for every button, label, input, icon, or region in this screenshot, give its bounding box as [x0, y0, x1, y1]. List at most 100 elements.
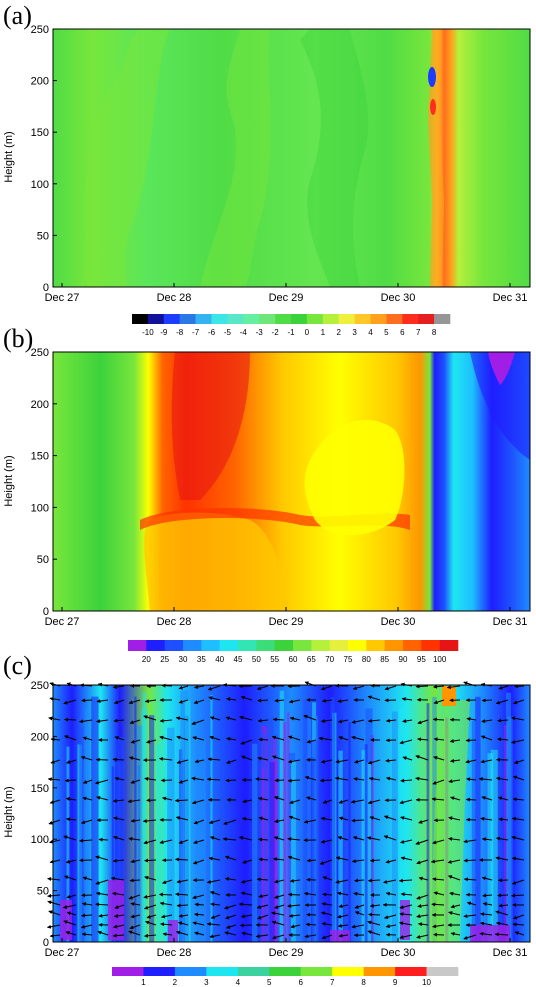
- wind-vector: [226, 736, 237, 741]
- wind-vector: [112, 891, 125, 896]
- wind-vector: [240, 879, 253, 884]
- wind-vector: [256, 877, 269, 882]
- panel-b-axes: 0 50 100 150 200 250 Dec 27 Dec 28 Dec 29 Dec 30 D…: [31, 347, 528, 628]
- wind-vector: [225, 914, 237, 920]
- wind-vector: [238, 835, 253, 841]
- panel-b-field: [53, 352, 530, 611]
- colorbar-tick-label: 7: [416, 328, 421, 337]
- wind-vector: [433, 891, 445, 896]
- wind-vector: [512, 797, 525, 802]
- wind-vector: [63, 735, 77, 741]
- wind-vector: [241, 755, 253, 761]
- panel-b-ytick-label: 100: [31, 502, 49, 514]
- panel-c-streak: [366, 762, 372, 942]
- wind-vector: [433, 684, 445, 689]
- panel-b-contour-core: [304, 420, 405, 535]
- colorbar-cell: [147, 314, 165, 324]
- wind-vector: [159, 839, 173, 844]
- wind-vector: [337, 923, 349, 928]
- wind-vector: [497, 893, 509, 898]
- wind-vector: [193, 839, 205, 844]
- wind-vector: [416, 859, 429, 865]
- colorbar-cell: [332, 967, 364, 976]
- wind-vector: [240, 695, 253, 701]
- wind-vector: [319, 859, 333, 865]
- wind-vector: [495, 836, 509, 841]
- wind-vector: [448, 911, 461, 916]
- colorbar-cell: [421, 640, 440, 651]
- panel-c-streak: [91, 696, 99, 942]
- panel-c-streak: [364, 744, 368, 942]
- colorbar-cell: [238, 640, 257, 651]
- wind-vector: [398, 878, 413, 883]
- wind-vector: [466, 901, 477, 906]
- wind-vector: [510, 739, 525, 744]
- colorbar-tick-label: -2: [272, 328, 280, 337]
- wind-vector: [338, 736, 349, 741]
- panel-c-streak: [471, 720, 480, 942]
- wind-vector: [271, 920, 285, 926]
- wind-vector: [82, 736, 93, 741]
- panel-c-streak: [330, 697, 335, 942]
- wind-vector: [353, 759, 365, 764]
- colorbar-cell: [439, 640, 459, 651]
- panel-c-streaks: [60, 690, 513, 942]
- panel-b-colorbar-cells: [128, 640, 459, 651]
- wind-vector: [386, 776, 397, 781]
- wind-vector: [175, 892, 189, 897]
- wind-vector: [400, 816, 413, 821]
- wind-vector: [112, 684, 125, 689]
- colorbar-cell: [402, 314, 419, 324]
- panel-c-purple-patch: [168, 920, 178, 942]
- panel-a-cold-spot: [428, 67, 436, 87]
- wind-vector: [66, 759, 77, 764]
- colorbar-tick-label: 100: [433, 655, 447, 664]
- wind-vector: [402, 719, 413, 723]
- panel-c-streak: [311, 740, 320, 942]
- wind-vector: [65, 859, 77, 864]
- panel-c-streak: [180, 690, 189, 942]
- wind-vector: [257, 756, 269, 761]
- colorbar-tick-label: -10: [142, 328, 154, 337]
- wind-vector: [255, 777, 269, 782]
- wind-vector: [175, 857, 189, 862]
- wind-vector: [354, 878, 365, 883]
- wind-vector: [112, 835, 125, 841]
- wind-vector: [47, 924, 61, 929]
- colorbar-cell: [322, 314, 339, 324]
- wind-vector: [450, 796, 461, 801]
- wind-vector: [480, 759, 493, 764]
- wind-vector: [512, 775, 525, 781]
- wind-vector: [401, 697, 413, 702]
- wind-vector: [289, 799, 301, 805]
- wind-vector: [287, 837, 301, 842]
- colorbar-cell: [146, 640, 165, 651]
- wind-vector: [159, 718, 173, 723]
- panel-b-xtick-label: Dec 27: [45, 616, 80, 628]
- colorbar-tick-label: 9: [393, 978, 398, 987]
- wind-vector: [258, 857, 269, 862]
- panel-a-ylabel: Height (m): [3, 131, 15, 182]
- panel-b-xtick-label: Dec 29: [269, 616, 304, 628]
- wind-vector: [95, 779, 109, 785]
- wind-vector: [481, 698, 493, 703]
- wind-vector: [448, 816, 461, 821]
- wind-vector: [368, 776, 381, 781]
- colorbar-cell: [354, 314, 371, 324]
- wind-vector: [96, 795, 109, 801]
- wind-vector: [353, 891, 365, 896]
- panel-c-streak: [220, 696, 225, 942]
- colorbar-cell: [338, 314, 355, 324]
- wind-vector: [465, 797, 477, 802]
- wind-vector: [112, 858, 125, 863]
- wind-vector: [142, 818, 157, 823]
- panel-c-xtick-label: Dec 31: [493, 947, 528, 959]
- wind-vector: [418, 876, 429, 881]
- colorbar-tick-label: 50: [252, 655, 261, 664]
- colorbar-cell: [348, 640, 367, 651]
- wind-vector: [511, 716, 525, 721]
- wind-vector: [400, 778, 413, 783]
- wind-vector: [480, 816, 493, 821]
- wind-vector: [417, 719, 429, 725]
- colorbar-cell: [300, 967, 333, 976]
